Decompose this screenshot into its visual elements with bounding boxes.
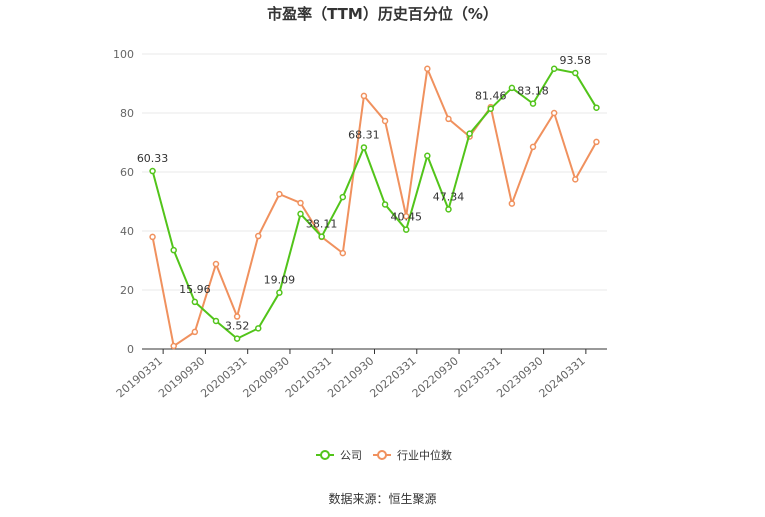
data-point — [149, 233, 156, 241]
y-tick-label: 0 — [127, 343, 134, 356]
y-tick-label: 20 — [120, 284, 134, 297]
data-point — [255, 325, 262, 332]
data-point — [170, 246, 177, 254]
data-point — [297, 210, 304, 218]
data-point — [233, 313, 241, 320]
grid-layer — [142, 53, 607, 291]
data-point — [466, 130, 473, 137]
data-point — [149, 167, 156, 175]
data-point — [212, 260, 220, 268]
data-point — [339, 249, 347, 257]
data-point — [339, 193, 347, 201]
data-point — [276, 190, 283, 198]
data-point — [445, 206, 452, 213]
data-point — [508, 84, 516, 92]
y-tick-label: 60 — [120, 166, 134, 179]
source-note: 数据来源：恒生聚源 — [328, 492, 437, 506]
data-point — [360, 92, 368, 100]
data-point — [445, 115, 452, 123]
data-label: 38.11 — [306, 218, 338, 231]
data-label: 15.96 — [179, 283, 211, 296]
x-tick-label: 20240331 — [537, 354, 588, 400]
data-label: 3.52 — [225, 320, 250, 333]
data-label: 19.09 — [264, 274, 296, 287]
legend[interactable]: 公司 行业中位数 — [316, 448, 452, 462]
series-line-industry-median — [151, 67, 598, 348]
chart-title: 市盈率（TTM）历史百分位（%） — [267, 5, 498, 23]
legend-label: 公司 — [340, 449, 362, 462]
series-layer — [149, 65, 600, 350]
data-point — [191, 298, 199, 306]
data-point — [233, 335, 241, 342]
data-point — [424, 65, 431, 72]
data-point — [593, 104, 600, 111]
data-label: 60.33 — [137, 152, 169, 165]
data-point — [318, 233, 325, 240]
data-point — [572, 69, 579, 77]
data-point — [529, 100, 537, 107]
data-point — [402, 213, 410, 220]
data-point — [276, 289, 283, 296]
data-point — [255, 232, 262, 240]
data-point — [593, 138, 600, 146]
series-line-company — [151, 67, 598, 340]
data-point — [297, 199, 304, 207]
data-point — [381, 201, 389, 208]
data-label: 93.58 — [560, 54, 592, 67]
label-layer: 60.33 15.96 3.52 19.09 38.11 68.31 40.45 47.34 8… — [137, 54, 591, 333]
data-point — [191, 328, 199, 336]
data-point — [402, 226, 410, 233]
legend-label: 行业中位数 — [397, 448, 452, 462]
data-point — [360, 144, 368, 151]
legend-item-industry-median[interactable]: 行业中位数 — [373, 448, 452, 462]
data-label: 81.46 — [475, 90, 507, 103]
legend-swatch-marker — [377, 450, 387, 460]
data-point — [170, 342, 177, 350]
data-point — [508, 200, 516, 207]
data-point — [424, 152, 431, 160]
data-label: 68.31 — [348, 128, 380, 141]
y-tick-label: 80 — [120, 107, 134, 120]
data-label: 83.18 — [517, 85, 549, 98]
data-point — [550, 65, 558, 72]
data-label: 47.34 — [433, 190, 465, 203]
y-tick-label: 40 — [120, 225, 134, 238]
data-point — [212, 317, 220, 325]
y-tick-label: 100 — [113, 48, 134, 61]
data-point — [572, 176, 579, 183]
legend-swatch-marker — [320, 450, 330, 460]
legend-item-company[interactable]: 公司 — [316, 449, 362, 462]
data-point — [529, 143, 537, 151]
data-point — [487, 105, 494, 112]
data-label: 40.45 — [390, 211, 422, 224]
data-point — [381, 117, 389, 125]
data-point — [550, 109, 558, 117]
